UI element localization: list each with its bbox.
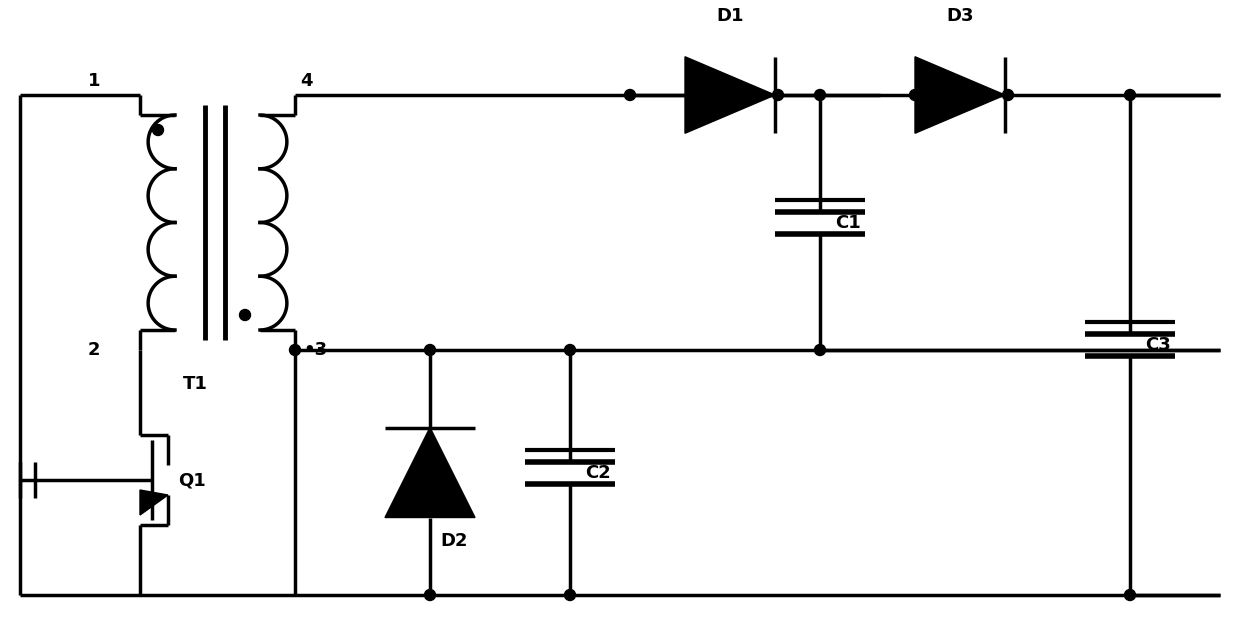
Text: C1: C1	[835, 214, 861, 231]
Text: 1: 1	[88, 72, 100, 90]
Polygon shape	[140, 490, 167, 515]
Polygon shape	[684, 57, 775, 133]
Text: •3: •3	[303, 341, 327, 359]
Circle shape	[424, 590, 435, 600]
Text: Q1: Q1	[179, 471, 206, 489]
Circle shape	[625, 90, 635, 100]
Circle shape	[564, 590, 575, 600]
Circle shape	[815, 344, 826, 356]
Circle shape	[909, 90, 920, 100]
Text: D1: D1	[717, 7, 744, 25]
Circle shape	[773, 90, 784, 100]
Text: C2: C2	[585, 463, 611, 482]
Polygon shape	[384, 427, 475, 518]
Text: D2: D2	[440, 533, 467, 550]
Circle shape	[153, 125, 164, 135]
Circle shape	[1125, 590, 1136, 600]
Circle shape	[1002, 90, 1013, 100]
Text: 2: 2	[88, 341, 100, 359]
Circle shape	[289, 344, 300, 356]
Circle shape	[239, 310, 250, 320]
Text: D3: D3	[946, 7, 973, 25]
Polygon shape	[915, 57, 1004, 133]
Text: 4: 4	[300, 72, 312, 90]
Circle shape	[1125, 90, 1136, 100]
Text: C3: C3	[1145, 336, 1171, 354]
Text: T1: T1	[182, 375, 207, 393]
Circle shape	[424, 344, 435, 356]
Circle shape	[564, 344, 575, 356]
Circle shape	[815, 90, 826, 100]
